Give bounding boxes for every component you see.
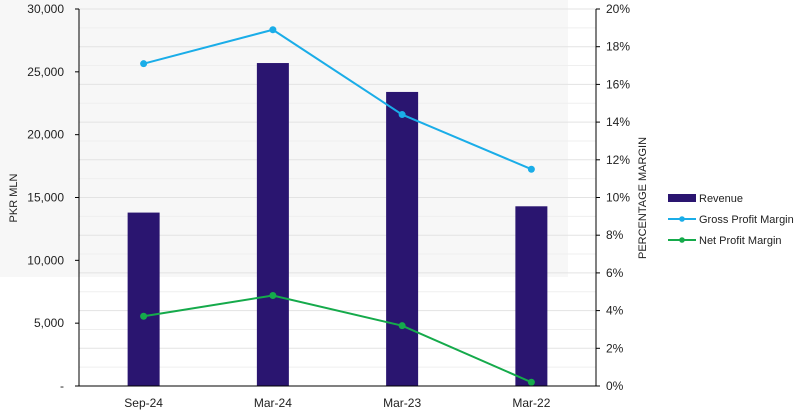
- line-gross-profit-margin: [143, 28, 532, 171]
- legend-label-gross-profit-margin: Gross Profit Margin: [699, 214, 794, 226]
- left-tick-label: 30,000: [27, 2, 64, 16]
- point-gross-profit-margin-3: [527, 165, 535, 173]
- line-series: [140, 26, 535, 386]
- point-gross-profit-margin-1: [269, 26, 277, 34]
- right-tick-label: 12%: [606, 153, 630, 167]
- legend-marker-net-profit-margin: [679, 237, 685, 243]
- point-gross-profit-margin-2: [398, 111, 406, 119]
- right-tick-label: 20%: [606, 2, 630, 16]
- x-tick-label: Mar-24: [254, 396, 292, 410]
- x-axis-ticks: Sep-24 Mar-24 Mar-23 Mar-22: [124, 396, 550, 410]
- right-tick-label: 18%: [606, 40, 630, 54]
- left-tick-label: 20,000: [27, 128, 64, 142]
- x-tick-label: Sep-24: [124, 396, 163, 410]
- x-tick-label: Mar-22: [512, 396, 550, 410]
- bar-revenue-0: [127, 212, 160, 386]
- bar-revenue-3: [515, 206, 548, 386]
- legend: Revenue Gross Profit Margin Net Profit Mar…: [668, 193, 794, 247]
- gridlines: [79, 8, 596, 368]
- x-tick-label: Mar-23: [383, 396, 421, 410]
- right-tick-label: 6%: [606, 266, 624, 280]
- point-net-profit-margin-0: [140, 312, 148, 320]
- right-tick-label: 10%: [606, 191, 630, 205]
- right-axis-title: PERCENTAGE MARGIN: [637, 137, 649, 259]
- point-gross-profit-margin-0: [140, 60, 148, 68]
- right-tick-label: 8%: [606, 228, 624, 242]
- left-tick-label: 25,000: [27, 65, 64, 79]
- left-axis-title: PKR MLN: [8, 173, 20, 222]
- left-tick-label: 15,000: [27, 191, 64, 205]
- point-net-profit-margin-2: [398, 322, 406, 330]
- left-tick-label: 10,000: [27, 253, 64, 267]
- right-tick-label: 0%: [606, 379, 624, 393]
- left-tick-label: -: [60, 379, 64, 393]
- bar-revenue-1: [256, 63, 289, 386]
- legend-label-revenue: Revenue: [699, 193, 743, 205]
- bar-series: [127, 63, 548, 386]
- legend-swatch-revenue: [668, 194, 696, 202]
- point-net-profit-margin-3: [527, 378, 535, 386]
- left-axis-ticks: - 5,000 10,000 15,000 20,000 25,000 30,000: [27, 2, 79, 393]
- right-axis-ticks: 0% 2% 4% 6% 8% 10% 12% 14% 16% 18% 20%: [596, 2, 630, 393]
- right-tick-label: 2%: [606, 341, 624, 355]
- right-tick-label: 16%: [606, 77, 630, 91]
- right-tick-label: 4%: [606, 304, 624, 318]
- legend-marker-gross-profit-margin: [679, 216, 685, 222]
- line-net-profit-margin: [143, 294, 532, 384]
- left-tick-label: 5,000: [34, 316, 64, 330]
- bar-revenue-2: [386, 91, 419, 386]
- right-tick-label: 14%: [606, 115, 630, 129]
- legend-label-net-profit-margin: Net Profit Margin: [699, 235, 782, 247]
- point-net-profit-margin-1: [269, 292, 277, 300]
